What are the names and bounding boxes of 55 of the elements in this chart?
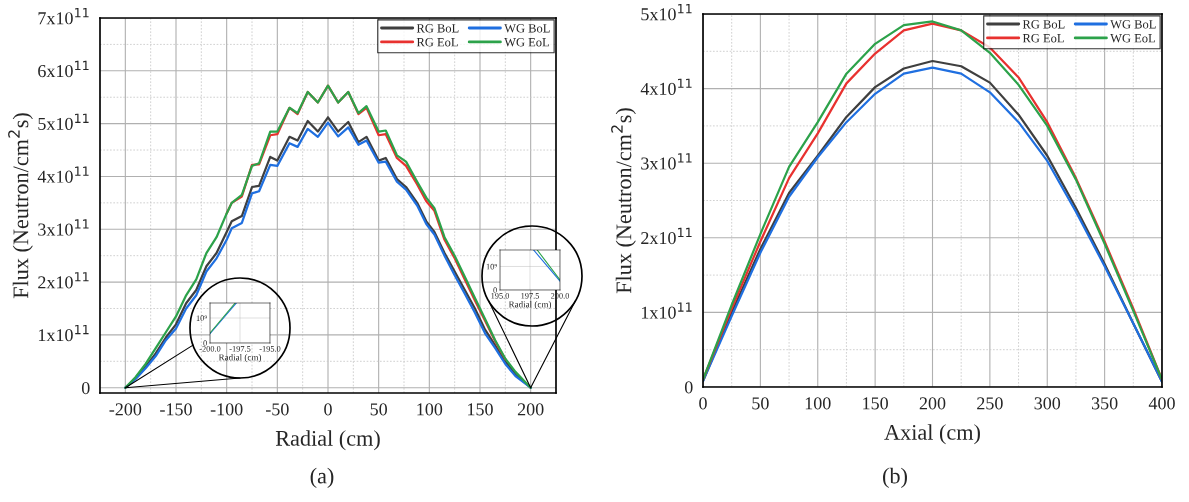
y-tick-label: 1x10$^{11}$ (38, 324, 89, 342)
y-tick-label: 2x10$^{11}$ (38, 272, 89, 289)
x-tick-label: 100 (805, 397, 831, 410)
legend-label: WG BoL (504, 24, 550, 33)
x-tick-label: 197.5 (521, 293, 540, 299)
y-tick-label: 2x10$^{11}$ (641, 227, 692, 245)
x-tick-label: 0 (324, 403, 332, 416)
legend-label: RG BoL (1022, 20, 1065, 29)
x-axis-title: Axial (cm) (884, 424, 980, 445)
x-tick-label: -150 (160, 403, 192, 416)
x-axis-title: Radial (cm) (275, 430, 380, 451)
x-axis-title: Radial (cm) (218, 354, 262, 363)
y-tick-label: 4x10$^{11}$ (640, 78, 692, 95)
x-tick-label: 50 (370, 403, 388, 416)
y-tick-label: 7x10$^{11}$ (38, 8, 89, 25)
x-tick-label: 200 (517, 403, 544, 416)
x-axis-title: Radial (cm) (508, 301, 552, 310)
y-tick-label: 10⁹ (196, 315, 207, 321)
x-tick-label: -50 (265, 403, 289, 416)
y-tick-label: 0 (684, 381, 693, 394)
x-tick-label: -195.0 (259, 346, 281, 352)
x-tick-label: 150 (468, 403, 493, 416)
legend-label: WG EoL (504, 38, 549, 47)
x-tick-label: -197.5 (229, 346, 251, 352)
y-tick-label: 3x10$^{11}$ (641, 153, 692, 170)
y-axis-title: Flux (Neutron/cm$^{2}$s) (611, 108, 636, 294)
y-tick-label: 6x10$^{11}$ (38, 60, 89, 78)
x-tick-label: 350 (1091, 397, 1118, 410)
text: (b) (883, 467, 907, 488)
y-tick-label: 3x10$^{11}$ (38, 219, 89, 236)
y-tick-label: 0 (81, 381, 90, 395)
x-tick-label: -200.0 (199, 346, 221, 352)
x-tick-label: 100 (417, 403, 443, 416)
legend-label: RG EoL (1022, 34, 1064, 43)
x-tick-label: -100 (210, 403, 243, 416)
y-axis-title: Flux (Neutron/cm$^{2}$s) (8, 113, 33, 299)
x-tick-label: 50 (752, 397, 769, 410)
x-tick-label: 400 (1148, 397, 1175, 410)
legend-label: WG BoL (1110, 20, 1156, 29)
x-tick-label: 150 (863, 397, 888, 410)
y-tick-label: 4x10$^{11}$ (37, 166, 89, 183)
x-tick-label: 195.0 (491, 293, 510, 299)
y-tick-label: 10⁹ (486, 263, 497, 270)
legend-label: RG EoL (416, 38, 458, 47)
y-tick-label: 5x10$^{11}$ (641, 4, 692, 21)
x-tick-label: -200 (109, 403, 142, 416)
legend-label: RG BoL (416, 24, 459, 33)
legend-label: WG EoL (1110, 34, 1155, 43)
x-tick-label: 300 (1034, 397, 1061, 410)
y-tick-label: 5x10$^{11}$ (38, 113, 89, 130)
x-tick-label: 250 (977, 397, 1003, 410)
y-tick-label: 1x10$^{11}$ (641, 302, 692, 319)
x-tick-label: 0 (699, 397, 707, 410)
x-tick-label: 200 (919, 397, 946, 410)
text: (a) (310, 467, 334, 488)
